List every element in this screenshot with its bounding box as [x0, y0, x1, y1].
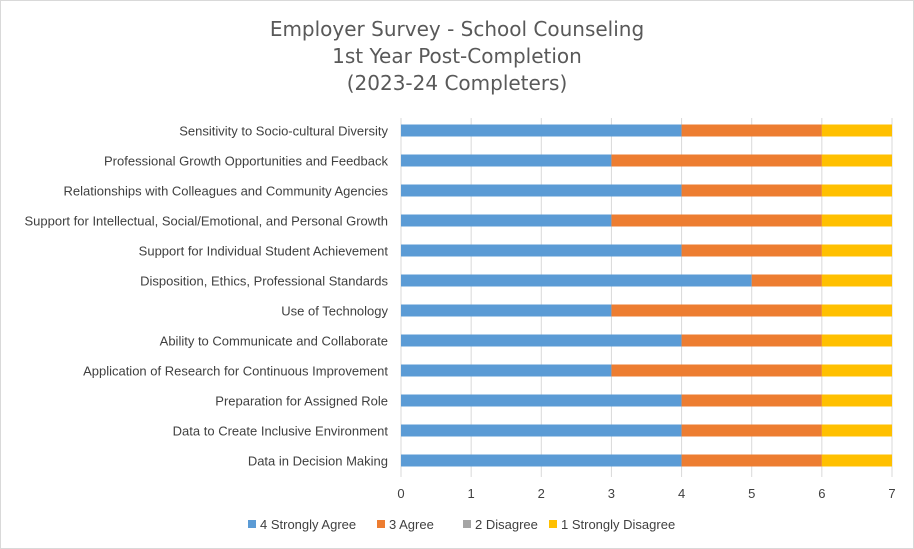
bar-segment — [751, 274, 822, 287]
category-label: Disposition, Ethics, Professional Standa… — [140, 274, 388, 289]
bar-segment — [401, 454, 682, 467]
bar-segment — [821, 184, 892, 197]
category-label: Ability to Communicate and Collaborate — [160, 334, 388, 349]
category-label: Use of Technology — [281, 304, 388, 319]
bar-segment — [821, 364, 892, 377]
legend-label: 1 Strongly Disagree — [561, 517, 675, 532]
category-label: Data in Decision Making — [248, 454, 388, 469]
legend: 4 Strongly Agree 3 Agree 2 Disagree 1 Stron… — [248, 517, 675, 532]
bar-segment — [681, 394, 822, 407]
legend-label: 4 Strongly Agree — [260, 517, 356, 532]
bar-segment — [611, 214, 822, 227]
bar-segment — [611, 364, 822, 377]
x-tick-label: 5 — [748, 486, 755, 501]
bar-segment — [401, 274, 752, 287]
x-tick-label: 6 — [818, 486, 825, 501]
grid-lines — [400, 118, 893, 477]
bar-segment — [681, 334, 822, 347]
bar-segment — [821, 124, 892, 137]
legend-swatch — [549, 520, 557, 528]
bar-segment — [401, 304, 612, 317]
bar-segment — [821, 394, 892, 407]
bar-segment — [681, 244, 822, 257]
x-axis-tick-labels: 0 1 2 3 4 5 6 7 — [397, 486, 895, 501]
bar-segment — [821, 154, 892, 167]
legend-label: 2 Disagree — [475, 517, 538, 532]
x-tick-label: 2 — [538, 486, 545, 501]
chart-title-line-3: (2023-24 Completers) — [346, 71, 568, 95]
x-tick-label: 3 — [608, 486, 615, 501]
bar-segment — [821, 454, 892, 467]
bar-segment — [401, 214, 612, 227]
bar-segment — [821, 214, 892, 227]
bar-segment — [821, 244, 892, 257]
bar-segment — [681, 124, 822, 137]
category-label: Data to Create Inclusive Environment — [173, 424, 389, 439]
category-label: Application of Research for Continuous I… — [83, 364, 388, 379]
bar-segment — [681, 454, 822, 467]
bar-segment — [401, 394, 682, 407]
x-tick-label: 4 — [678, 486, 685, 501]
bar-segment — [401, 184, 682, 197]
bar-segment — [821, 304, 892, 317]
x-tick-label: 7 — [888, 486, 895, 501]
chart-title-line-1: Employer Survey - School Counseling — [269, 17, 645, 41]
legend-swatch — [463, 520, 471, 528]
category-label: Preparation for Assigned Role — [215, 394, 388, 409]
bar-segment — [401, 364, 612, 377]
bar-segment — [681, 424, 822, 437]
category-label: Support for Individual Student Achieveme… — [139, 244, 389, 259]
x-tick-label: 1 — [468, 486, 475, 501]
bar-segment — [611, 304, 822, 317]
bar-segment — [401, 244, 682, 257]
bar-segment — [401, 334, 682, 347]
bars — [401, 124, 892, 467]
x-tick-label: 0 — [397, 486, 404, 501]
category-label: Support for Intellectual, Social/Emotion… — [25, 214, 388, 229]
legend-swatch — [377, 520, 385, 528]
bar-segment — [401, 424, 682, 437]
bar-segment — [821, 334, 892, 347]
bar-segment — [611, 154, 822, 167]
category-label: Relationships with Colleagues and Commun… — [64, 184, 389, 199]
bar-segment — [821, 274, 892, 287]
bar-segment — [401, 124, 682, 137]
bar-segment — [821, 424, 892, 437]
bar-segment — [681, 184, 822, 197]
category-label: Professional Growth Opportunities and Fe… — [104, 154, 388, 169]
legend-label: 3 Agree — [389, 517, 434, 532]
category-label: Sensitivity to Socio-cultural Diversity — [179, 124, 388, 139]
category-labels: Sensitivity to Socio-cultural Diversity P… — [25, 124, 389, 469]
chart-title-line-2: 1st Year Post-Completion — [332, 44, 582, 68]
bar-segment — [401, 154, 612, 167]
legend-swatch — [248, 520, 256, 528]
